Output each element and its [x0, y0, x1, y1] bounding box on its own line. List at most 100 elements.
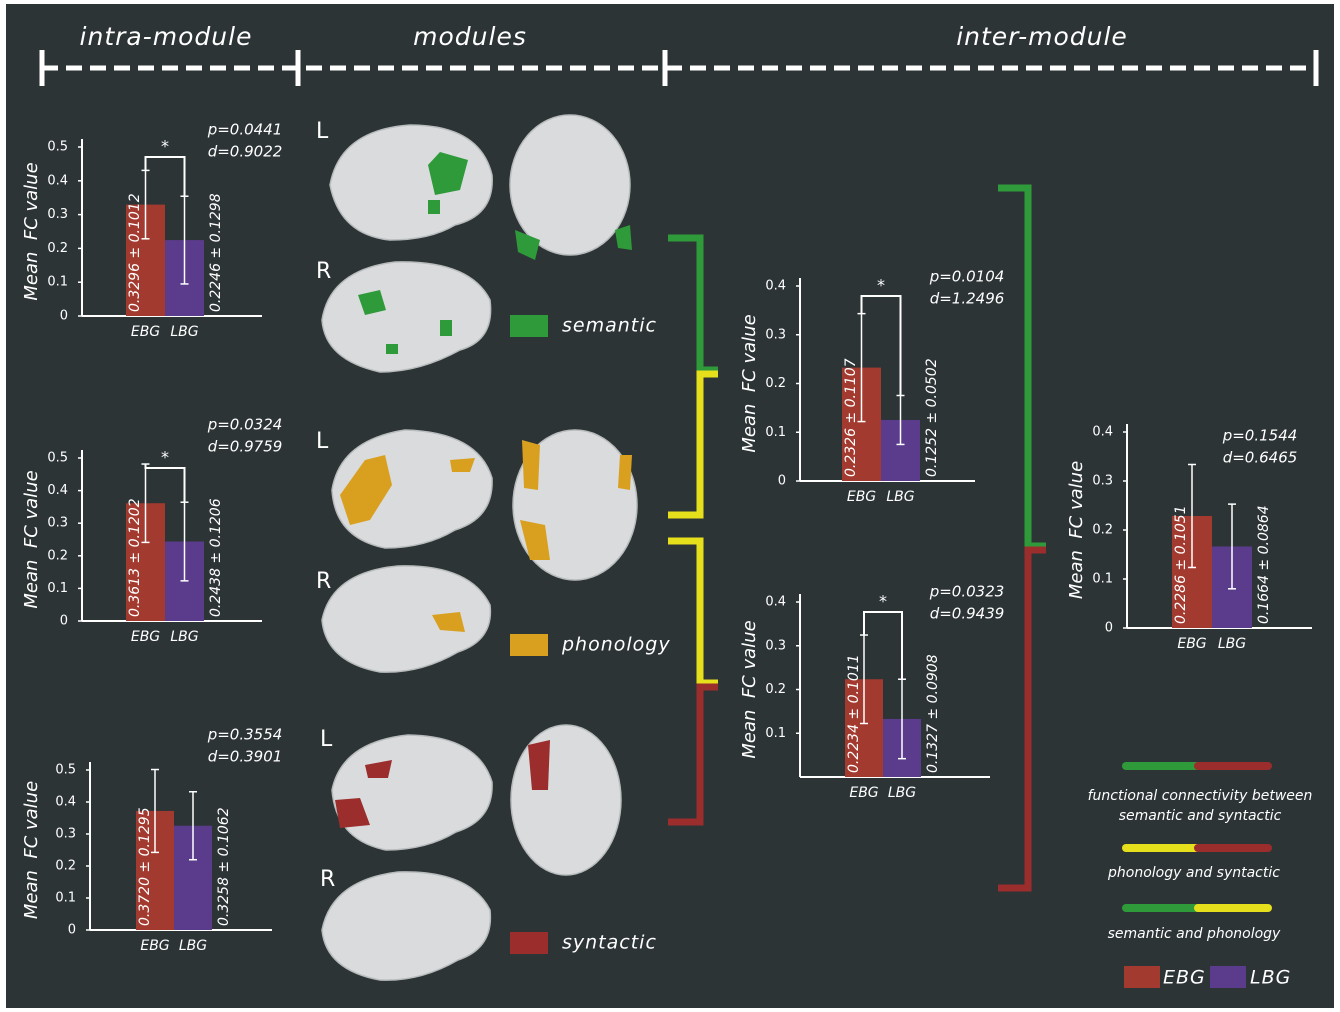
- value-label: 0.2246 ± 0.1298: [208, 193, 224, 312]
- y-tick-label: 0.4: [765, 279, 786, 294]
- x-tick-label: EBG: [849, 785, 878, 801]
- y-tick-label: 0.3: [55, 827, 76, 842]
- y-tick-label: 0.4: [47, 173, 68, 188]
- hemisphere-label: R: [320, 867, 335, 892]
- significance-label: *: [877, 276, 885, 295]
- significance-bracket: [144, 156, 186, 197]
- y-tick-label: 0.3: [765, 327, 786, 342]
- y-tick-label: 0.1: [55, 891, 76, 906]
- value-label: 0.3258 ± 0.1062: [216, 807, 232, 926]
- x-tick-label: LBG: [179, 938, 207, 954]
- y-tick-label: 0: [68, 923, 76, 938]
- stat-annotation: d=0.9439: [930, 605, 1005, 623]
- significance-bracket: [863, 611, 903, 680]
- value-label: 0.2286 ± 0.1051: [1173, 505, 1189, 624]
- y-axis-label: Mean FC value: [1066, 461, 1087, 599]
- significance-bracket: [144, 464, 186, 503]
- stat-annotation: p=0.0441: [207, 121, 283, 139]
- x-tick-label: LBG: [1218, 636, 1246, 652]
- value-label: 0.3296 ± 0.1012: [127, 193, 143, 312]
- value-label: 0.2234 ± 0.1011: [846, 654, 862, 773]
- y-tick-label: 0.2: [1092, 523, 1113, 538]
- brain-regions: [335, 152, 632, 828]
- y-tick-label: 0.2: [765, 682, 786, 697]
- x-tick-label: EBG: [131, 324, 160, 340]
- legend-label: phonology and syntactic: [1107, 865, 1280, 881]
- legend-label: semantic and phonology: [1108, 926, 1281, 942]
- hemisphere-label: L: [316, 429, 329, 454]
- y-tick-label: 0.4: [765, 595, 786, 610]
- x-tick-label: LBG: [170, 629, 198, 645]
- header: intra-module: [80, 22, 253, 51]
- header: modules: [413, 22, 527, 51]
- module-label: syntactic: [562, 932, 657, 954]
- significance-label: *: [161, 448, 169, 467]
- y-tick-label: 0: [60, 614, 68, 629]
- stat-annotation: d=0.9759: [208, 438, 283, 456]
- y-tick-label: 0.4: [55, 795, 76, 810]
- significance-label: *: [161, 137, 169, 156]
- y-tick-label: 0.1: [47, 581, 68, 596]
- x-tick-label: EBG: [140, 938, 169, 954]
- y-axis-label: Mean FC value: [21, 470, 42, 608]
- stat-annotation: d=0.3901: [208, 748, 283, 766]
- y-axis-label: Mean FC value: [739, 314, 760, 452]
- legend-label: functional connectivity between: [1088, 788, 1313, 804]
- y-tick-label: 0.3: [765, 638, 786, 653]
- x-tick-label: LBG: [888, 785, 916, 801]
- module-swatch: [510, 634, 548, 656]
- y-tick-label: 0.5: [47, 451, 68, 466]
- module-label: semantic: [562, 315, 657, 337]
- header-rule: [39, 50, 1319, 86]
- module-swatch: [510, 932, 548, 954]
- connectors: [668, 184, 1046, 892]
- y-tick-label: 0.2: [55, 859, 76, 874]
- y-tick-label: 0.4: [47, 483, 68, 498]
- y-tick-label: 0.4: [1092, 425, 1113, 440]
- significance-label: *: [879, 592, 887, 611]
- legend-label: LBG: [1250, 967, 1291, 989]
- legend-lines: [1122, 762, 1272, 912]
- y-tick-label: 0.5: [55, 763, 76, 778]
- module-label: phonology: [561, 634, 671, 656]
- value-label: 0.1327 ± 0.0908: [925, 654, 941, 773]
- significance-bracket: [860, 295, 902, 396]
- panel-bg: [6, 4, 1334, 1008]
- stat-annotation: p=0.3554: [207, 726, 283, 744]
- hemisphere-label: L: [316, 119, 329, 144]
- legend-swatch: [1210, 966, 1246, 988]
- y-tick-label: 0: [1105, 621, 1113, 636]
- hemisphere-label: R: [316, 259, 331, 284]
- y-tick-label: 0.3: [1092, 474, 1113, 489]
- x-tick-label: LBG: [886, 489, 914, 505]
- stat-annotation: p=0.1544: [1222, 427, 1298, 445]
- header: inter-module: [956, 22, 1128, 51]
- value-label: 0.1252 ± 0.0502: [924, 358, 940, 477]
- y-tick-label: 0.3: [47, 516, 68, 531]
- value-label: 0.3720 ± 0.1295: [137, 807, 153, 926]
- x-tick-label: EBG: [131, 629, 160, 645]
- y-tick-label: 0.1: [765, 425, 786, 440]
- y-tick-label: 0.1: [1092, 572, 1113, 587]
- hemisphere-label: L: [320, 727, 333, 752]
- y-tick-label: 0.1: [47, 275, 68, 290]
- stat-annotation: p=0.0104: [929, 268, 1005, 286]
- stat-annotation: d=0.9022: [208, 143, 283, 161]
- module-swatch: [510, 315, 548, 337]
- y-tick-label: 0: [60, 309, 68, 324]
- stat-annotation: p=0.0323: [929, 583, 1005, 601]
- y-tick-label: 0.3: [47, 207, 68, 222]
- legend-label: semantic and syntactic: [1119, 808, 1282, 824]
- value-label: 0.1664 ± 0.0864: [1256, 505, 1272, 624]
- x-tick-label: EBG: [1177, 636, 1206, 652]
- value-label: 0.2438 ± 0.1206: [208, 498, 224, 617]
- y-tick-label: 0.1: [765, 726, 786, 741]
- hemisphere-label: R: [316, 569, 331, 594]
- stat-annotation: d=0.6465: [1223, 449, 1298, 467]
- legend-swatch: [1124, 966, 1160, 988]
- y-axis-label: Mean FC value: [21, 781, 42, 919]
- value-label: 0.2326 ± 0.1107: [843, 358, 859, 477]
- y-tick-label: 0.2: [765, 376, 786, 391]
- y-tick-label: 0: [778, 474, 786, 489]
